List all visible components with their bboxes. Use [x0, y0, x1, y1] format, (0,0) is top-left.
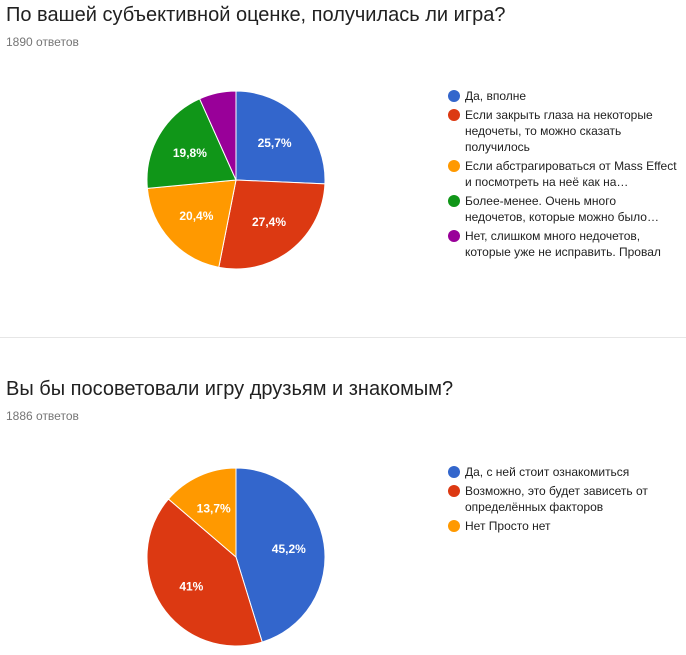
legend-label: Нет, слишком много недочетов, которые уж…: [465, 229, 661, 259]
pie-slice-1[interactable]: [235, 467, 326, 643]
legend-swatch-icon: [448, 520, 460, 532]
legend-item[interactable]: Если закрыть глаза на некоторые недочеты…: [448, 107, 678, 155]
slice-value-label: 45,2%: [272, 542, 306, 556]
legend-item[interactable]: Нет, слишком много недочетов, которые уж…: [448, 228, 678, 260]
legend-swatch-icon: [448, 90, 460, 102]
response-count: 1886 ответов: [6, 409, 79, 423]
legend-label: Да, вполне: [465, 89, 527, 103]
legend-item[interactable]: Более-менее. Очень много недочетов, кото…: [448, 193, 678, 225]
legend-label: Если абстрагироваться от Mass Effect и п…: [465, 159, 677, 189]
legend-swatch-icon: [448, 160, 460, 172]
slice-value-label: 27,4%: [252, 215, 286, 229]
chart-legend: Да, вполне Если закрыть глаза на некоторы…: [448, 88, 678, 263]
legend-label: Нет Просто нет: [465, 519, 551, 533]
legend-swatch-icon: [448, 485, 460, 497]
slice-value-label: 19,8%: [173, 146, 207, 160]
question-title: По вашей субъективной оценке, получилась…: [6, 4, 506, 26]
chart-legend: Да, с ней стоит ознакомиться Возможно, эт…: [448, 464, 678, 537]
legend-item[interactable]: Да, вполне: [448, 88, 678, 104]
pie-slice-2[interactable]: [218, 179, 326, 270]
question-1: По вашей субъективной оценке, получилась…: [6, 4, 678, 270]
legend-item[interactable]: Нет Просто нет: [448, 518, 678, 534]
legend-label: Возможно, это будет зависеть от определё…: [465, 484, 648, 514]
pie-slice-5[interactable]: [198, 90, 237, 181]
legend-swatch-icon: [448, 195, 460, 207]
pie-slice-1[interactable]: [235, 90, 326, 185]
legend-label: Более-менее. Очень много недочетов, кото…: [465, 194, 659, 224]
pie-slice-4[interactable]: [146, 98, 237, 189]
legend-item[interactable]: Да, с ней стоит ознакомиться: [448, 464, 678, 480]
question-2: Вы бы посоветовали игру друзьям и знаком…: [0, 338, 686, 655]
legend-item[interactable]: Если абстрагироваться от Mass Effect и п…: [448, 158, 678, 190]
slice-value-label: 13,7%: [197, 501, 231, 515]
legend-label: Да, с ней стоит ознакомиться: [465, 465, 630, 479]
question-title: Вы бы посоветовали игру друзьям и знаком…: [6, 378, 454, 400]
slice-value-label: 20,4%: [179, 209, 213, 223]
legend-label: Если закрыть глаза на некоторые недочеты…: [465, 108, 653, 154]
legend-swatch-icon: [448, 466, 460, 478]
pie-chart: 45,2% 41% 13,7%: [146, 467, 326, 647]
slice-value-label: 41%: [179, 579, 203, 593]
pie-slice-2[interactable]: [146, 498, 263, 647]
legend-swatch-icon: [448, 230, 460, 242]
pie-slice-3[interactable]: [167, 467, 237, 559]
slice-value-label: 25,7%: [258, 136, 292, 150]
pie-chart: 25,7% 27,4% 20,4% 19,8%: [146, 90, 326, 270]
legend-swatch-icon: [448, 109, 460, 121]
response-count: 1890 ответов: [6, 35, 79, 49]
section-divider: [0, 337, 686, 338]
pie-slice-3[interactable]: [146, 179, 237, 268]
legend-item[interactable]: Возможно, это будет зависеть от определё…: [448, 483, 678, 515]
